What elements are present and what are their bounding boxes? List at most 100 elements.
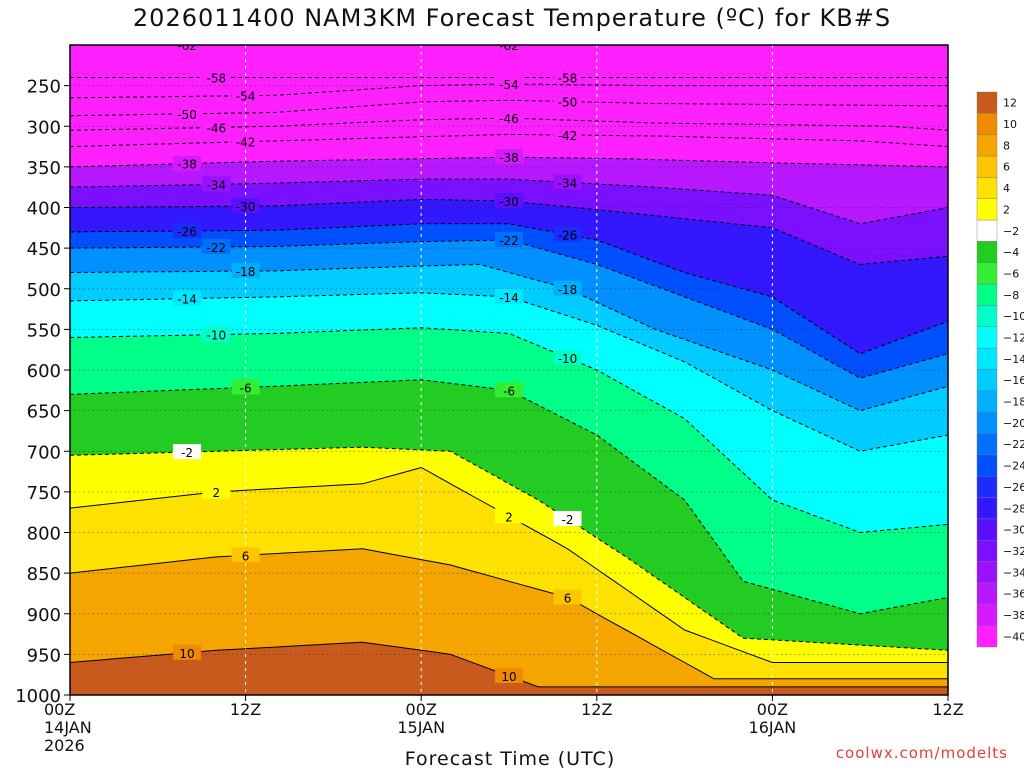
- colorbar-swatch: [976, 155, 998, 178]
- x-tick-label: 00Z: [406, 700, 437, 719]
- contour-label: -34: [207, 178, 227, 192]
- contour-label-bg: [553, 174, 582, 190]
- colorbar-swatch: [976, 433, 998, 456]
- colorbar-swatch: [976, 604, 998, 626]
- contour-label: -14: [177, 293, 197, 307]
- contour-label: -30: [499, 195, 519, 209]
- contour-label-bg: [202, 119, 231, 135]
- contour-label: -58: [207, 72, 227, 86]
- contour-label: -10: [558, 352, 578, 366]
- contour--38: [70, 156, 948, 168]
- colorbar-label: −38: [1003, 609, 1024, 622]
- contour--30: [70, 198, 948, 265]
- contour-label-bg: [553, 349, 582, 365]
- colorbar-label: −8: [1003, 289, 1019, 302]
- colorbar: 12 10 8 6 4 2 −2 −4 −6 −8 −10 −12 −14 −16 −18 −20 −22 −24…: [976, 91, 1024, 648]
- y-tick-label: 700: [27, 442, 61, 463]
- colorbar-label: −20: [1003, 417, 1024, 430]
- contour--14: [70, 292, 948, 452]
- y-tick-label: 750: [27, 483, 61, 504]
- contour-label-bg: [202, 326, 231, 342]
- contour-label: -30: [236, 200, 256, 214]
- contour-label: -18: [236, 265, 256, 279]
- contour-label-bg: [495, 288, 523, 304]
- colorbar-swatch: [976, 113, 998, 135]
- colorbar-label: 8: [1003, 139, 1010, 152]
- colorbar-swatch: [976, 518, 998, 541]
- colorbar-label: −2: [1003, 225, 1019, 238]
- colorbar-label: −6: [1003, 267, 1019, 280]
- contour-label-bg: [173, 155, 202, 171]
- contour-label-bg: [173, 105, 202, 121]
- contour-label-bg: [495, 45, 523, 52]
- contour-label: -54: [236, 90, 256, 104]
- chart-title: 2026011400 NAM3KM Forecast Temperature (…: [132, 4, 892, 32]
- colorbar-label: −26: [1003, 481, 1024, 494]
- contour-label-bg: [231, 133, 260, 149]
- y-tick-label: 900: [27, 605, 61, 626]
- colorbar-label: −40: [1003, 630, 1024, 643]
- colorbar-label: 12: [1003, 97, 1017, 110]
- colorbar-swatch: [976, 305, 998, 328]
- contour--42: [70, 133, 948, 148]
- contour-label: -54: [499, 78, 519, 92]
- contour-label-bg: [202, 69, 231, 85]
- colorbar-swatch: [976, 561, 998, 584]
- contour-label: -26: [558, 229, 578, 243]
- colorbar-swatch: [976, 540, 998, 562]
- contour-label-bg: [202, 483, 231, 499]
- x-tick-label: 12Z: [230, 700, 261, 719]
- y-tick-label: 850: [27, 564, 61, 585]
- y-tick-label: 550: [27, 320, 61, 341]
- colorbar-label: −34: [1003, 566, 1024, 579]
- y-tick-label: 500: [27, 280, 61, 301]
- x-tick-label: 12Z: [932, 700, 963, 719]
- colorbar-swatch: [976, 219, 998, 242]
- contour-label: 2: [505, 510, 513, 524]
- y-tick-label: 950: [27, 645, 61, 666]
- colorbar-swatch: [976, 91, 998, 114]
- contour-label: -2: [562, 513, 574, 527]
- contour-label-bg: [553, 589, 582, 605]
- contour-label-bg: [231, 198, 260, 214]
- colorbar-label: −36: [1003, 588, 1024, 601]
- contour-label: -34: [558, 176, 578, 190]
- y-tick-label: 600: [27, 361, 61, 382]
- contour-label: 6: [564, 592, 572, 606]
- contour-label: -22: [207, 241, 227, 255]
- colorbar-swatch: [976, 454, 998, 477]
- contour-label-bg: [173, 644, 202, 660]
- y-tick-label: 250: [27, 77, 61, 98]
- colorbar-swatch: [976, 262, 998, 285]
- contour-label: -22: [499, 234, 519, 248]
- contour-label-bg: [553, 510, 582, 526]
- colorbar-swatch: [976, 390, 998, 413]
- contour-label-bg: [553, 93, 582, 109]
- colorbar-label: −10: [1003, 310, 1024, 323]
- contour-label-bg: [495, 508, 523, 524]
- y-tick-label: 650: [27, 402, 61, 423]
- contour-label: -58: [558, 72, 578, 86]
- credit-link[interactable]: coolwx.com/modelts: [835, 744, 1008, 762]
- colorbar-swatch: [976, 411, 998, 434]
- x-tick-label: 15JAN: [397, 718, 445, 737]
- contour-layer: -62 -62-58 -58-54-54-50-50-46-46-42 -42-38-…: [70, 45, 948, 688]
- contour-label: -38: [499, 151, 519, 165]
- contour-label-bg: [231, 379, 260, 395]
- contour--10: [70, 327, 948, 534]
- contour-label-bg: [495, 668, 523, 684]
- y-axis: 250 300 350 400 450 500 550 600 650 700 750 800 850 9…: [15, 77, 70, 707]
- contour-label: -18: [558, 283, 578, 297]
- contour-label: 6: [242, 549, 250, 563]
- colorbar-label: 6: [1003, 161, 1010, 174]
- x-tick-label: 00Z: [757, 700, 788, 719]
- colorbar-label: −14: [1003, 353, 1024, 366]
- contour-label: -42: [558, 129, 578, 143]
- contour-label: -2: [181, 446, 193, 460]
- contour-label: -50: [177, 108, 197, 122]
- contour-label-bg: [173, 444, 202, 460]
- contour-label: 10: [501, 670, 516, 684]
- band-10: [70, 642, 948, 695]
- colorbar-label: −4: [1003, 246, 1019, 259]
- contour-label-bg: [231, 263, 260, 279]
